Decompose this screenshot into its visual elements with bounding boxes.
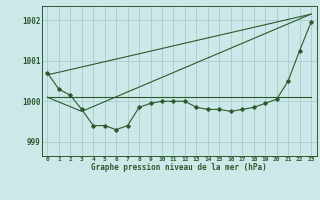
X-axis label: Graphe pression niveau de la mer (hPa): Graphe pression niveau de la mer (hPa) (91, 163, 267, 172)
